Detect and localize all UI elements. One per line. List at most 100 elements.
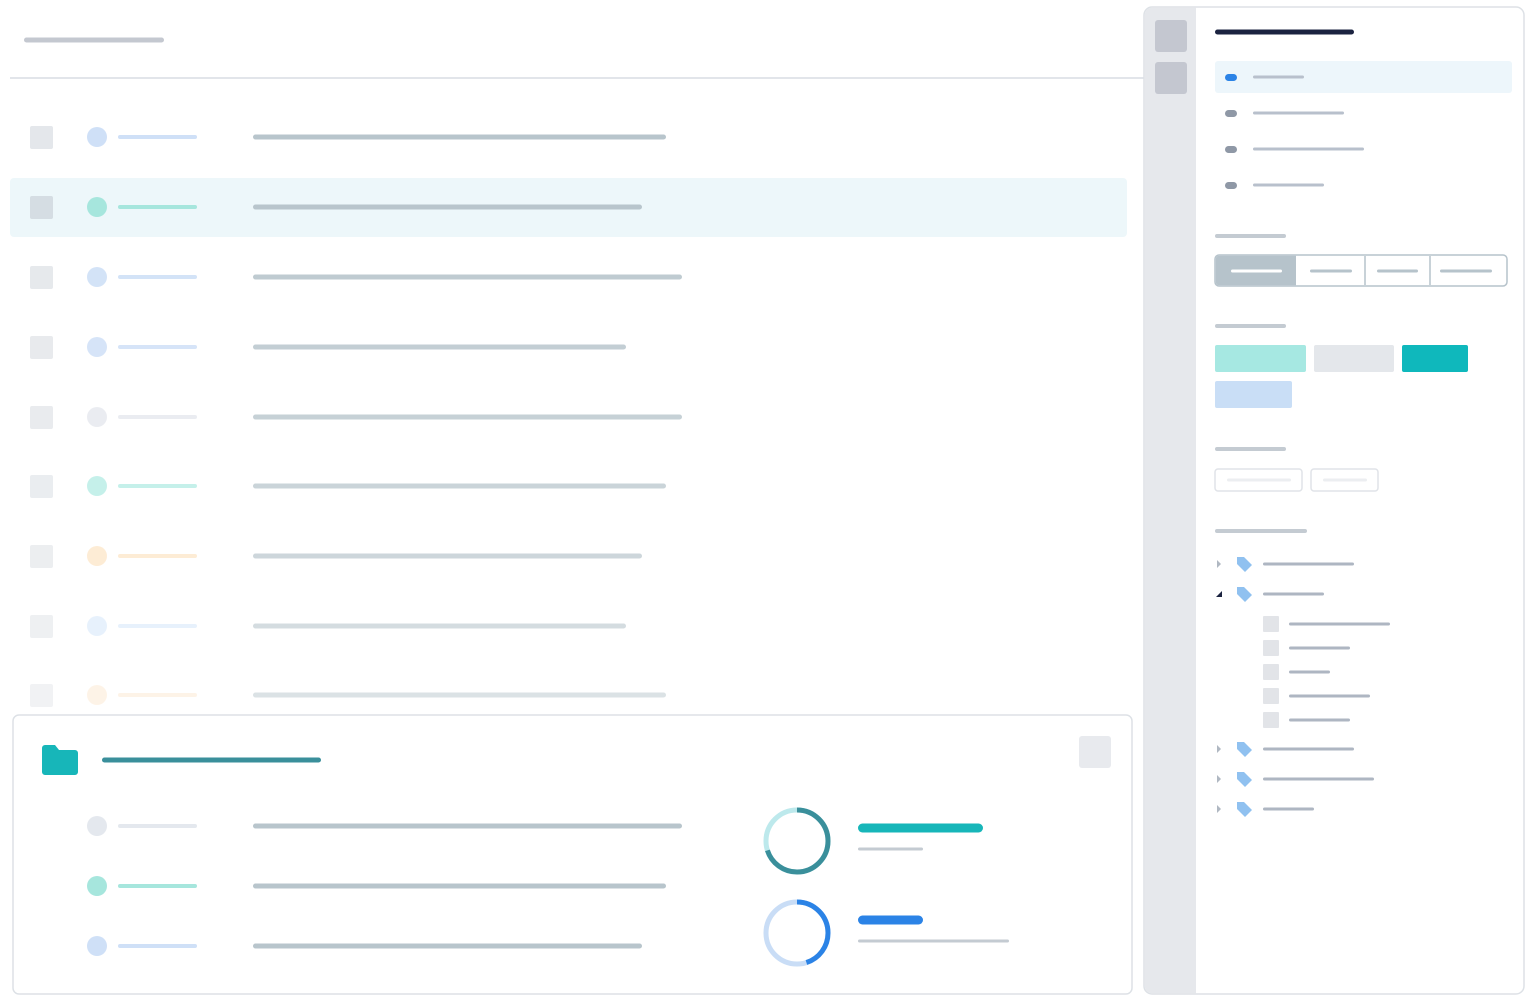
- status-dot: [87, 476, 107, 496]
- detail-card: [12, 714, 1133, 995]
- status-dot: [87, 876, 107, 896]
- tree-toggle[interactable]: [1217, 775, 1221, 783]
- side-panel: [1143, 6, 1525, 995]
- nav-highlight: [1215, 61, 1512, 93]
- tree-toggle[interactable]: [1216, 591, 1222, 597]
- tree-toggle[interactable]: [1217, 560, 1221, 568]
- card-title: [102, 757, 321, 763]
- nav-label: [1253, 75, 1304, 79]
- status-dot: [87, 407, 107, 427]
- list-row[interactable]: [30, 684, 666, 707]
- tree-label: [1263, 592, 1324, 596]
- row-text: [253, 692, 666, 698]
- tag-icon: [1237, 772, 1252, 787]
- row-tag: [118, 693, 197, 697]
- stat-title: [858, 915, 923, 925]
- status-dot: [87, 337, 107, 357]
- tree-label: [1289, 718, 1350, 722]
- row-checkbox: [30, 266, 53, 289]
- panel-rail: [1144, 7, 1196, 994]
- section-label: [1215, 234, 1286, 238]
- row-text: [253, 553, 642, 559]
- segment-label: [1440, 269, 1492, 273]
- tree-toggle[interactable]: [1217, 745, 1221, 753]
- tree-checkbox[interactable]: [1263, 712, 1279, 728]
- status-dot: [87, 816, 107, 836]
- row-text: [253, 483, 666, 489]
- row-text: [253, 204, 642, 210]
- tree-checkbox[interactable]: [1263, 640, 1279, 656]
- tree-label: [1289, 646, 1350, 650]
- status-dot: [87, 127, 107, 147]
- list-row[interactable]: [30, 545, 642, 568]
- nav-label: [1253, 147, 1364, 151]
- list-row[interactable]: [30, 475, 666, 498]
- section-label: [1215, 324, 1286, 328]
- nav-dot[interactable]: [1225, 182, 1237, 189]
- nav-dot[interactable]: [1225, 146, 1237, 153]
- nav-label: [1253, 183, 1324, 187]
- row-checkbox: [30, 336, 53, 359]
- list-row[interactable]: [30, 336, 626, 359]
- tree-label: [1263, 777, 1374, 781]
- rail-button[interactable]: [1155, 20, 1187, 52]
- nav-dot[interactable]: [1225, 110, 1237, 117]
- card-action[interactable]: [1079, 736, 1111, 768]
- row-text: [253, 823, 682, 829]
- color-chip[interactable]: [1215, 381, 1292, 408]
- ring-progress: [763, 807, 831, 875]
- row-checkbox: [30, 406, 53, 429]
- tree-label: [1289, 670, 1330, 674]
- stat-title: [858, 823, 983, 833]
- row-tag: [118, 554, 197, 558]
- color-chip[interactable]: [1314, 345, 1394, 372]
- row-text: [253, 623, 626, 629]
- nav-label: [1253, 111, 1344, 115]
- row-tag: [118, 824, 197, 828]
- rail-button[interactable]: [1155, 62, 1187, 94]
- status-dot: [87, 197, 107, 217]
- tag-icon: [1237, 587, 1252, 602]
- tree-label: [1263, 747, 1354, 751]
- list-row[interactable]: [30, 196, 642, 219]
- tag-icon: [1237, 802, 1252, 817]
- tree-toggle[interactable]: [1217, 805, 1221, 813]
- input-placeholder: [1323, 478, 1367, 482]
- segment-label: [1231, 269, 1282, 273]
- list-row[interactable]: [30, 126, 666, 149]
- tree-checkbox[interactable]: [1263, 688, 1279, 704]
- row-tag: [118, 205, 197, 209]
- tree-checkbox[interactable]: [1263, 616, 1279, 632]
- ring-progress: [763, 899, 831, 967]
- row-tag: [118, 624, 197, 628]
- status-dot: [87, 616, 107, 636]
- row-tag: [118, 275, 197, 279]
- color-chip[interactable]: [1215, 345, 1306, 372]
- row-tag: [118, 415, 197, 419]
- list-row[interactable]: [30, 615, 626, 638]
- status-dot: [87, 685, 107, 705]
- row-tag: [118, 484, 197, 488]
- row-text: [253, 274, 682, 280]
- nav-dot[interactable]: [1225, 74, 1237, 81]
- row-tag: [118, 345, 197, 349]
- folder-icon: [42, 745, 78, 775]
- row-text: [253, 883, 666, 889]
- stat-subtitle: [858, 939, 1009, 943]
- row-text: [253, 943, 642, 949]
- tree-label: [1289, 694, 1370, 698]
- tree-checkbox[interactable]: [1263, 664, 1279, 680]
- list-row[interactable]: [30, 406, 682, 429]
- list-row[interactable]: [30, 266, 682, 289]
- input-placeholder: [1227, 478, 1291, 482]
- stat-subtitle: [858, 847, 923, 851]
- row-checkbox: [30, 126, 53, 149]
- row-checkbox: [30, 475, 53, 498]
- status-dot: [87, 546, 107, 566]
- row-checkbox: [30, 684, 53, 707]
- row-checkbox: [30, 196, 53, 219]
- page-title: [24, 37, 164, 43]
- tree-label: [1263, 562, 1354, 566]
- color-chip[interactable]: [1402, 345, 1468, 372]
- tree-label: [1289, 622, 1390, 626]
